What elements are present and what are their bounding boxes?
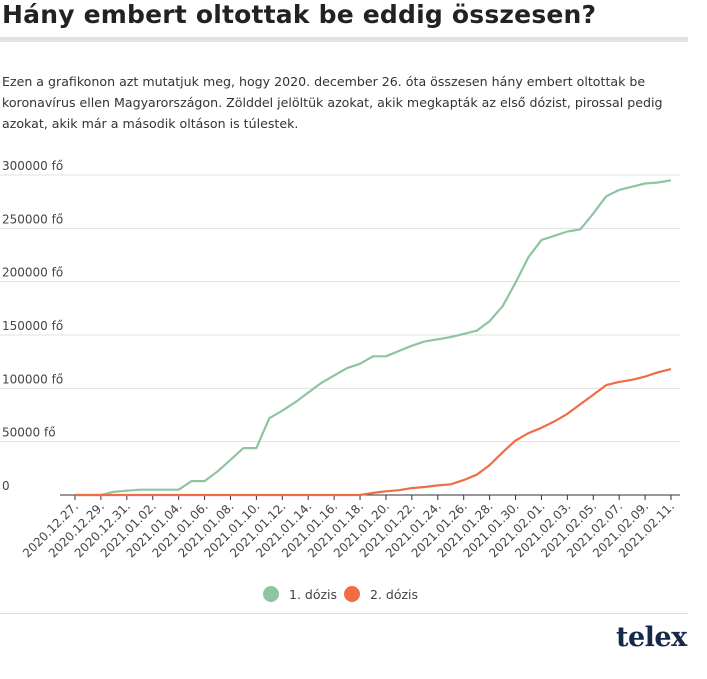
series-line-dose2 (75, 368, 672, 497)
x-axis-labels: 2020.12.27.2020.12.29.2020.12.31.2021.01… (20, 499, 677, 560)
legend-dot-dose1 (263, 586, 279, 602)
y-tick-label: 150000 fő (2, 319, 63, 333)
series-line-dose1 (75, 179, 672, 497)
legend-dot-dose2 (344, 586, 360, 602)
legend-label-dose2: 2. dózis (370, 586, 419, 602)
chart-description: Ezen a grafikonon azt mutatjuk meg, hogy… (2, 74, 663, 131)
y-tick-label: 200000 fő (2, 266, 63, 280)
legend: 1. dózis 2. dózis (0, 583, 688, 605)
telex-logo: telex (616, 622, 687, 653)
title-divider (0, 37, 688, 42)
legend-item-dose2[interactable]: 2. dózis (344, 583, 418, 605)
legend-item-dose1[interactable]: 1. dózis (263, 583, 337, 605)
y-tick-label: 0 (2, 479, 10, 493)
page-title: Hány embert oltottak be eddig összesen? (2, 0, 597, 29)
y-tick-label: 50000 fő (2, 426, 56, 440)
y-tick-label: 250000 fő (2, 212, 63, 226)
y-tick-label: 100000 fő (2, 372, 63, 386)
series-lines (75, 179, 672, 497)
y-tick-label: 300000 fő (2, 159, 63, 173)
y-axis-labels: 0 50000 fő 100000 fő 150000 fő 200000 fő 2500… (2, 159, 63, 493)
legend-label-dose1: 1. dózis (289, 586, 338, 602)
footer-divider (0, 613, 688, 614)
grid-lines (0, 174, 680, 443)
line-chart: 0 50000 fő 100000 fő 150000 fő 200000 fő 2500… (0, 159, 680, 560)
